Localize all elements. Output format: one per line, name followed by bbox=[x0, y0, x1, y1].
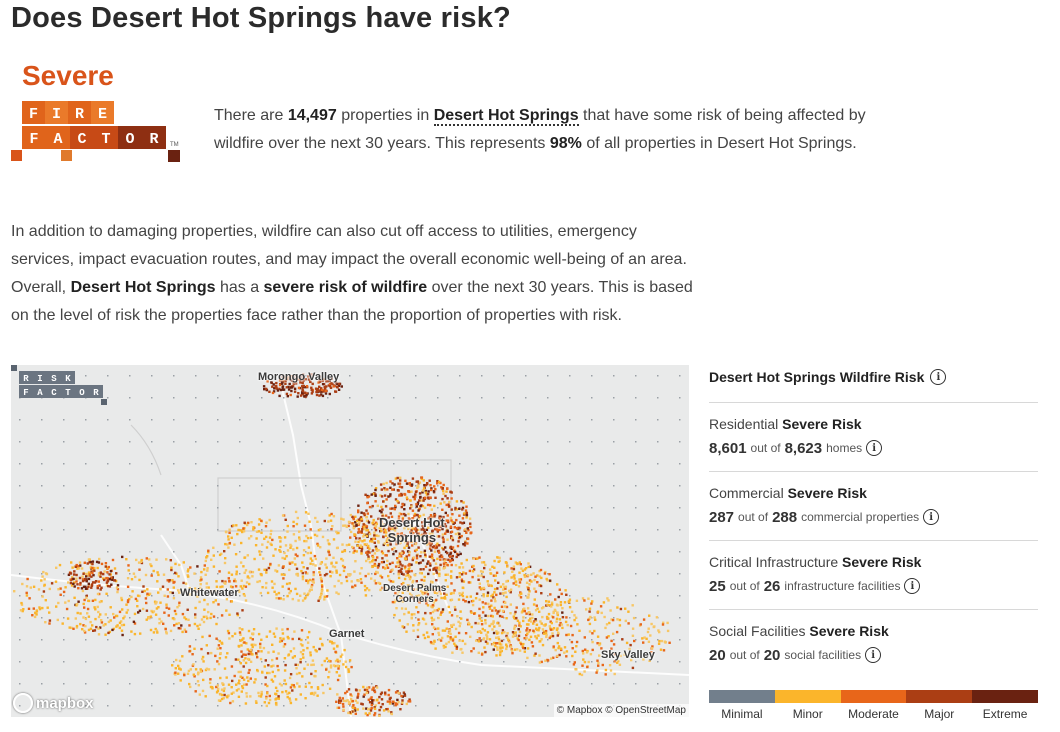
mapbox-logo[interactable]: mapbox bbox=[13, 693, 94, 713]
mapbox-icon bbox=[13, 693, 33, 713]
info-icon[interactable]: i bbox=[930, 369, 947, 385]
logo-letter: C bbox=[77, 131, 86, 148]
percent-value: 98% bbox=[549, 135, 582, 152]
legend-swatch-minimal bbox=[709, 690, 775, 703]
info-icon[interactable]: i bbox=[923, 509, 940, 525]
svg-text:O: O bbox=[79, 388, 85, 398]
stat-commercial: Commercial Severe Risk 287 out of 288 comme… bbox=[709, 472, 1038, 540]
map-label-sky-valley: Sky Valley bbox=[601, 649, 655, 661]
legend-swatch-minor bbox=[774, 690, 841, 703]
svg-text:S: S bbox=[51, 374, 57, 384]
map-label-desert-palms: Desert Palms Corners bbox=[383, 583, 447, 605]
legend-bar bbox=[709, 690, 1038, 703]
logo-letter: F bbox=[29, 131, 38, 148]
place-link[interactable]: Desert Hot Springs bbox=[433, 107, 579, 126]
logo-square-b bbox=[61, 150, 72, 161]
legend-label-minimal: Minimal bbox=[721, 707, 763, 721]
legend-labels: Minimal Minor Moderate Major Extreme bbox=[709, 707, 1038, 721]
legend-label-extreme: Extreme bbox=[982, 707, 1028, 721]
svg-text:T: T bbox=[65, 388, 71, 398]
logo-square-a bbox=[11, 150, 22, 161]
divider bbox=[709, 609, 1038, 610]
divider bbox=[709, 402, 1038, 403]
logo-letter: I bbox=[52, 106, 61, 123]
map-label-morongo: Morongo Valley bbox=[258, 371, 340, 383]
logo-letter: F bbox=[29, 106, 38, 123]
svg-text:K: K bbox=[65, 374, 71, 384]
risk-legend: Minimal Minor Moderate Major Extreme bbox=[709, 690, 1038, 721]
logo-square-c bbox=[168, 150, 180, 162]
legend-swatch-extreme bbox=[972, 690, 1038, 703]
summary-text: There are 14,497 properties in Desert Ho… bbox=[214, 107, 866, 152]
page-title: Does Desert Hot Springs have risk? bbox=[11, 2, 511, 34]
logo-letter: R bbox=[149, 131, 158, 148]
map-attribution[interactable]: © Mapbox © OpenStreetMap bbox=[553, 704, 689, 717]
stat-critical-infrastructure: Critical Infrastructure Severe Risk 25 ou… bbox=[709, 554, 922, 595]
property-count: 14,497 bbox=[287, 107, 337, 124]
svg-text:C: C bbox=[51, 388, 57, 398]
stat-social-facilities: Social Facilities Severe Risk 20 out of 20… bbox=[709, 623, 889, 664]
divider bbox=[709, 471, 1038, 472]
logo-letter: T bbox=[101, 131, 110, 148]
svg-text:I: I bbox=[37, 374, 42, 384]
stat-residential: Residential Severe Risk 8,601 out of 8,623… bbox=[709, 403, 1038, 471]
svg-text:R: R bbox=[23, 374, 29, 384]
logo-letter: R bbox=[75, 106, 84, 123]
logo-letter: O bbox=[125, 131, 134, 148]
legend-swatch-major bbox=[906, 690, 973, 703]
wildfire-map[interactable]: Morongo Valley Desert Hot Springs Desert … bbox=[11, 365, 689, 717]
svg-text:A: A bbox=[37, 388, 43, 398]
logo-letter: A bbox=[53, 131, 62, 148]
legend-label-minor: Minor bbox=[792, 707, 823, 721]
risk-panel: Desert Hot Springs Wildfire Risk i Resid… bbox=[709, 365, 1038, 678]
info-icon[interactable]: i bbox=[904, 578, 921, 594]
info-icon[interactable]: i bbox=[866, 440, 883, 456]
map-label-whitewater: Whitewater bbox=[180, 587, 239, 599]
panel-title: Desert Hot Springs Wildfire Risk i bbox=[709, 366, 1038, 388]
divider bbox=[709, 540, 1038, 541]
logo-letter: E bbox=[98, 106, 107, 123]
map-label-desert-hot-springs: Desert Hot Springs bbox=[379, 515, 445, 545]
legend-label-moderate: Moderate bbox=[848, 707, 899, 721]
map-canvas bbox=[11, 373, 689, 717]
legend-label-major: Major bbox=[924, 707, 955, 721]
description-paragraph: In addition to damaging properties, wild… bbox=[11, 223, 693, 324]
svg-text:F: F bbox=[23, 388, 28, 398]
legend-swatch-moderate bbox=[840, 690, 907, 703]
map-label-garnet: Garnet bbox=[329, 628, 365, 640]
logo-tm: TM bbox=[170, 142, 179, 148]
info-icon[interactable]: i bbox=[865, 647, 882, 663]
svg-text:R: R bbox=[93, 388, 99, 398]
risk-level-heading: Severe bbox=[22, 60, 114, 91]
